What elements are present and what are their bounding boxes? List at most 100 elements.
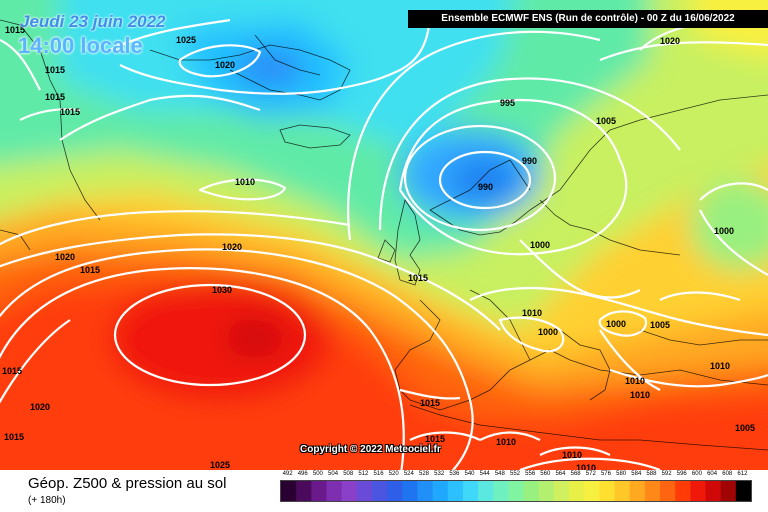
- isobar-label: 1025: [176, 35, 196, 45]
- isobar-label: 1015: [420, 398, 440, 408]
- legend-swatch: [599, 481, 616, 501]
- isobar-label: 1015: [425, 434, 445, 444]
- legend-swatch: [629, 481, 646, 501]
- legend-tick-label: 532: [434, 471, 445, 477]
- legend-swatch: [432, 481, 449, 501]
- legend-tick-label: 548: [494, 471, 505, 477]
- forecast-time: 14:00 locale: [18, 33, 143, 58]
- legend-tick-label: 572: [585, 471, 596, 477]
- legend-tick-label: 588: [646, 471, 657, 477]
- isobar-label: 1015: [5, 25, 25, 35]
- isobar-label: 1010: [576, 463, 596, 470]
- legend-tick-label: 528: [419, 471, 430, 477]
- legend-tick-label: 504: [328, 471, 339, 477]
- isobar-label: 1005: [735, 423, 755, 433]
- legend-swatch: [356, 481, 373, 501]
- legend-swatch: [508, 481, 525, 501]
- isobar-lines: [0, 9, 768, 470]
- legend-tick-label: 596: [676, 471, 687, 477]
- legend-tick-label: 512: [358, 471, 369, 477]
- isobar-label: 1020: [660, 36, 680, 46]
- isobar-label: 1010: [710, 361, 730, 371]
- legend-swatch: [447, 481, 464, 501]
- map-title: Géop. Z500 & pression au sol: [28, 475, 227, 492]
- legend-tick-label: 552: [509, 471, 520, 477]
- legend-swatch: [417, 481, 434, 501]
- isobar-label: 1020: [30, 402, 50, 412]
- isobar-label: 1010: [235, 177, 255, 187]
- isobar-label: 1030: [212, 285, 232, 295]
- legend-tick-label: 564: [555, 471, 566, 477]
- legend-tick-label: 560: [540, 471, 551, 477]
- legend-tick-label: 524: [403, 471, 414, 477]
- legend-tick-label: 608: [722, 471, 733, 477]
- legend-swatch: [387, 481, 403, 501]
- legend-swatch: [341, 481, 358, 501]
- legend-swatch: [735, 481, 751, 501]
- legend-tick-label: 500: [312, 471, 323, 477]
- forecast-range: (+ 180h): [28, 495, 66, 506]
- legend-tick-label: 496: [297, 471, 308, 477]
- legend-swatch: [478, 481, 494, 501]
- isobar-label: 1010: [522, 308, 542, 318]
- legend-swatch: [614, 481, 631, 501]
- isobar-label: 1000: [530, 240, 550, 250]
- isobar-label: 1010: [562, 450, 582, 460]
- forecast-date: Jeudi 23 juin 2022: [20, 12, 166, 31]
- legend-tick-label: 576: [600, 471, 611, 477]
- legend-scale-labels: 492 496 500 504 508 512 516 520 524 528 532 536 540 5…: [280, 471, 752, 483]
- isobar-label: 1015: [80, 265, 100, 275]
- legend-swatch: [690, 481, 707, 501]
- isobar-label: 1015: [408, 273, 428, 283]
- isobar-label: 1020: [55, 252, 75, 262]
- geopotential-field: [0, 0, 768, 470]
- legend-swatch: [705, 481, 722, 501]
- isobar-label: 1015: [60, 107, 80, 117]
- legend-swatch: [675, 481, 691, 501]
- isobar-label: 1000: [606, 319, 626, 329]
- legend-swatch: [538, 481, 555, 501]
- isobar-label: 1010: [630, 390, 650, 400]
- isobar-label: 990: [522, 156, 537, 166]
- isobar-label: 1010: [496, 437, 516, 447]
- copyright-notice: Copyright © 2022 Meteociel.fr: [300, 444, 441, 455]
- legend-tick-label: 600: [691, 471, 702, 477]
- weather-map: 1025 1020 1015 1015 1015 1015 1010 1020 …: [0, 0, 768, 470]
- legend-tick-label: 612: [737, 471, 748, 477]
- legend-swatch: [462, 481, 479, 501]
- isobar-label: 1000: [714, 226, 734, 236]
- coastlines: [0, 19, 768, 451]
- map-footer: Géop. Z500 & pression au sol (+ 180h) 49…: [0, 470, 768, 512]
- isobar-label: 1010: [625, 376, 645, 386]
- legend-swatch: [584, 481, 600, 501]
- isobar-label: 1000: [538, 327, 558, 337]
- model-run-info: Ensemble ECMWF ENS (Run de contrôle) - 0…: [408, 10, 768, 28]
- legend-tick-label: 584: [631, 471, 642, 477]
- legend-swatch: [296, 481, 312, 501]
- color-legend: [280, 480, 752, 502]
- legend-tick-label: 580: [616, 471, 627, 477]
- legend-swatch: [660, 481, 676, 501]
- legend-tick-label: 604: [707, 471, 718, 477]
- isobar-label: 990: [478, 182, 493, 192]
- legend-swatch: [569, 481, 585, 501]
- isobar-label: 995: [500, 98, 515, 108]
- legend-swatch: [326, 481, 343, 501]
- legend-tick-label: 568: [570, 471, 581, 477]
- isobar-label: 1015: [45, 92, 65, 102]
- legend-swatch: [720, 481, 737, 501]
- legend-tick-label: 540: [464, 471, 475, 477]
- legend-tick-label: 536: [449, 471, 460, 477]
- legend-tick-label: 508: [343, 471, 354, 477]
- isobar-labels: 1025 1020 1015 1015 1015 1015 1010 1020 …: [2, 25, 755, 470]
- isobar-label: 1015: [4, 432, 24, 442]
- legend-swatch: [281, 481, 297, 501]
- legend-swatch: [523, 481, 540, 501]
- legend-swatch: [371, 481, 388, 501]
- isobar-label: 1015: [45, 65, 65, 75]
- isobar-label: 1020: [215, 60, 235, 70]
- isobar-label: 1025: [210, 460, 230, 470]
- legend-tick-label: 492: [282, 471, 293, 477]
- isobar-label: 1005: [596, 116, 616, 126]
- legend-swatches: [281, 481, 751, 501]
